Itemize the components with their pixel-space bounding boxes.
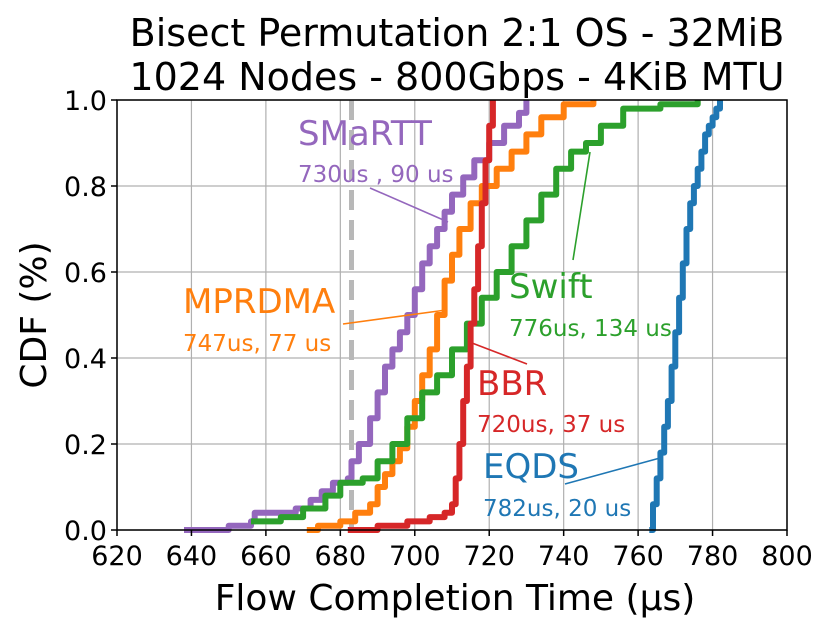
x-tick-label: 780 [687,541,739,572]
eqds-stats: 782us, 20 us [483,496,631,522]
annotation-bbr: BBR 720us, 37 us [471,342,625,438]
x-tick-label: 700 [389,541,441,572]
eqds-pointer [564,457,661,485]
y-tick-label: 0.4 [64,344,107,375]
annotation-smartt: SMaRTT 730us , 90 us [298,114,454,223]
series-line-bbr [347,100,496,533]
x-tick-label: 800 [761,541,813,572]
x-tick-label: 660 [240,541,292,572]
mprdma-label: MPRDMA [183,282,335,322]
y-tick-label: 0.0 [64,516,107,547]
annotation-swift: Swift 776us, 134 us [509,151,672,342]
annotation-mprdma: MPRDMA 747us, 77 us [183,282,447,357]
bbr-pointer [471,342,528,365]
x-tick-label: 640 [166,541,218,572]
chart-title-line-1: Bisect Permutation 2:1 OS - 32MiB [130,11,785,55]
series-layer [184,100,723,533]
swift-stats: 776us, 134 us [509,316,672,342]
x-tick-label: 760 [612,541,664,572]
series-line-eqds [649,100,723,533]
smartt-label: SMaRTT [298,114,432,154]
smartt-stats: 730us , 90 us [298,162,454,188]
y-tick-label: 0.6 [64,258,107,289]
series-line-swift [251,100,701,525]
x-tick-label: 620 [91,541,143,572]
y-tick-label: 1.0 [64,86,107,117]
x-tick-label: 740 [538,541,590,572]
eqds-label: EQDS [483,447,579,487]
x-tick-labels: 620 640 660 680 700 720 740 760 780 800 [91,530,813,572]
mprdma-stats: 747us, 77 us [183,331,331,357]
bbr-label: BBR [477,364,547,404]
y-tick-label: 0.2 [64,430,107,461]
mprdma-pointer [342,309,447,325]
swift-pointer [572,151,591,261]
bbr-stats: 720us, 37 us [477,412,625,438]
plot-frame [116,99,788,531]
x-axis-label: Flow Completion Time (µs) [215,578,696,619]
y-axis-label: CDF (%) [14,241,55,388]
chart-title-line-2: 1024 Nodes - 800Gbps - 4KiB MTU [129,55,784,99]
x-tick-label: 680 [315,541,367,572]
annotation-eqds: EQDS 782us, 20 us [483,447,661,522]
y-tick-labels: 0.0 0.2 0.4 0.6 0.8 1.0 [64,86,117,547]
x-tick-label: 720 [463,541,515,572]
y-tick-label: 0.8 [64,172,107,203]
series-line-mprdma [306,100,597,533]
swift-label: Swift [509,267,593,307]
smartt-pointer [369,187,449,223]
